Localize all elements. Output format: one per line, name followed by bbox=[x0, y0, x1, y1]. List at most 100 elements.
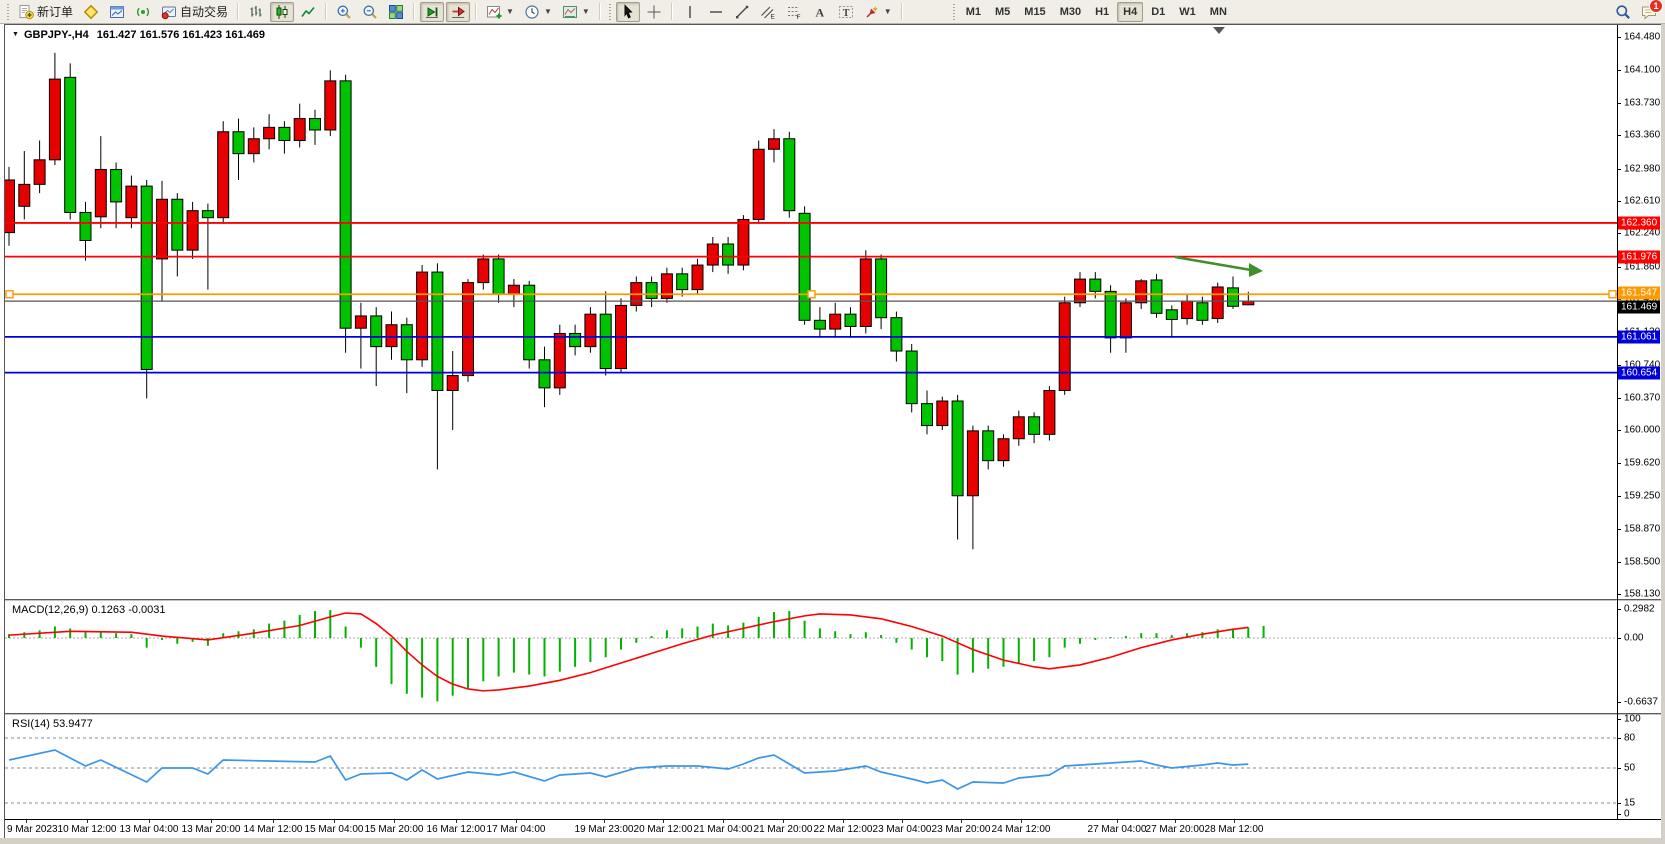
chart-shift-button[interactable] bbox=[446, 1, 471, 22]
hline-price-badge: 161.976 bbox=[1618, 250, 1661, 264]
horizontal-line-button[interactable] bbox=[704, 2, 728, 22]
zoom-in-button[interactable] bbox=[332, 2, 356, 22]
toolbar-right-group: 1 bbox=[1610, 0, 1663, 22]
crosshair-button[interactable] bbox=[642, 2, 666, 22]
candle bbox=[966, 425, 979, 550]
new-order-button[interactable]: 新订单 bbox=[14, 2, 77, 22]
candle bbox=[110, 162, 123, 229]
trendline-button[interactable] bbox=[730, 2, 754, 22]
one-click-trading-arrow-icon[interactable]: ▼ bbox=[12, 31, 19, 38]
templates-button[interactable]: ▼ bbox=[558, 2, 594, 22]
autotrading-button[interactable]: 自动交易 bbox=[157, 2, 232, 22]
new-chart-button[interactable] bbox=[105, 2, 129, 22]
main-chart-canvas[interactable] bbox=[5, 25, 1617, 599]
bar-chart-button[interactable] bbox=[244, 2, 268, 22]
tile-windows-button[interactable] bbox=[384, 2, 408, 22]
candle bbox=[844, 307, 857, 338]
candle bbox=[232, 118, 245, 180]
time-axis-label: 17 Mar 04:00 bbox=[486, 824, 546, 835]
tf-mn-button[interactable]: MN bbox=[1204, 2, 1233, 22]
candle bbox=[492, 254, 505, 303]
tf-w1-button[interactable]: W1 bbox=[1173, 2, 1202, 22]
rsi-canvas[interactable] bbox=[5, 715, 1617, 819]
toolbar-separator bbox=[598, 3, 601, 20]
vertical-line-button[interactable] bbox=[678, 2, 702, 22]
time-tick bbox=[961, 820, 962, 823]
equidistant-channel-button[interactable]: E bbox=[756, 2, 780, 22]
notifications-button[interactable]: 1 bbox=[1637, 0, 1663, 22]
templates-dropdown-icon[interactable]: ▼ bbox=[581, 7, 590, 16]
candles-icon bbox=[274, 4, 290, 20]
indicators-dropdown-icon[interactable]: ▼ bbox=[506, 7, 514, 16]
tf-d1-button[interactable]: D1 bbox=[1145, 2, 1171, 22]
time-axis-label: 10 Mar 12:00 bbox=[57, 824, 117, 835]
line-chart-button[interactable] bbox=[296, 2, 320, 22]
tf-h4-button[interactable]: H4 bbox=[1117, 1, 1144, 22]
channel-icon: E bbox=[760, 4, 776, 20]
periods-dropdown-icon[interactable]: ▼ bbox=[543, 7, 552, 16]
panel-splitter[interactable] bbox=[5, 713, 1662, 715]
current-price-badge: 161.469 bbox=[1618, 300, 1661, 314]
candle bbox=[1028, 412, 1041, 444]
chart-window[interactable]: 9 Mar 2023 10 Mar 12:00 13 Mar 04:00 13 Mar… bbox=[4, 24, 1662, 839]
window-edge bbox=[1661, 24, 1665, 838]
macd-canvas[interactable] bbox=[5, 601, 1617, 713]
arrows-button[interactable]: ▼ bbox=[860, 2, 896, 22]
trend-arrow[interactable] bbox=[1174, 255, 1263, 277]
time-axis-label: 21 Mar 20:00 bbox=[753, 824, 813, 835]
hline-handle[interactable] bbox=[807, 290, 816, 299]
candle bbox=[569, 324, 582, 356]
fibonacci-button[interactable]: F bbox=[782, 2, 806, 22]
toolbar-grip[interactable] bbox=[7, 3, 9, 20]
time-tick bbox=[1234, 820, 1235, 823]
toolbar-grip[interactable] bbox=[608, 3, 611, 20]
panel-splitter[interactable] bbox=[5, 599, 1662, 601]
candle bbox=[48, 52, 61, 166]
price-axis-label: 159.250 bbox=[1624, 490, 1661, 502]
candle bbox=[829, 302, 842, 338]
hline-handle[interactable] bbox=[5, 290, 14, 299]
signals-button[interactable] bbox=[131, 2, 155, 22]
time-axis[interactable]: 9 Mar 2023 10 Mar 12:00 13 Mar 04:00 13 Mar… bbox=[5, 819, 1662, 839]
chart-shift-icon bbox=[450, 4, 466, 20]
text-button[interactable]: A bbox=[808, 2, 832, 22]
clock-icon bbox=[524, 4, 540, 20]
market-watch-button[interactable] bbox=[79, 2, 103, 22]
time-tick bbox=[87, 820, 88, 823]
arrows-dropdown-icon[interactable]: ▼ bbox=[883, 7, 892, 16]
search-icon bbox=[1615, 4, 1631, 20]
tf-m30-button[interactable]: M30 bbox=[1054, 2, 1087, 22]
candle bbox=[768, 129, 780, 163]
tf-m5-button[interactable]: M5 bbox=[989, 2, 1016, 22]
text-label-icon: T bbox=[838, 4, 854, 20]
indicators-button[interactable]: ▼ bbox=[482, 2, 518, 22]
time-tick bbox=[663, 820, 664, 823]
tile-windows-icon bbox=[388, 4, 404, 20]
candle bbox=[783, 131, 796, 218]
hline-price-badge: 161.547 bbox=[1618, 286, 1661, 300]
candle bbox=[140, 179, 153, 399]
hline-handle[interactable] bbox=[1608, 290, 1617, 299]
candlestick-chart-button[interactable] bbox=[270, 1, 295, 22]
tf-m1-button[interactable]: M1 bbox=[960, 2, 987, 22]
price-axis-label: 159.620 bbox=[1624, 457, 1661, 469]
chart-shift-marker-icon[interactable] bbox=[1213, 27, 1225, 34]
tf-m15-label: M15 bbox=[1024, 5, 1046, 18]
search-button[interactable] bbox=[1611, 2, 1635, 22]
toolbar-grip[interactable] bbox=[952, 3, 955, 20]
text-label-button[interactable]: T bbox=[834, 2, 858, 22]
tf-h1-button[interactable]: H1 bbox=[1089, 2, 1115, 22]
price-hline[interactable] bbox=[5, 290, 1617, 299]
cursor-button[interactable] bbox=[615, 1, 640, 22]
auto-scroll-button[interactable] bbox=[420, 1, 445, 22]
toolbar-separator bbox=[670, 3, 673, 20]
candle bbox=[370, 307, 383, 387]
tf-w1-label: W1 bbox=[1179, 5, 1196, 18]
time-tick bbox=[902, 820, 903, 823]
periods-button[interactable]: ▼ bbox=[520, 2, 556, 22]
zoom-out-button[interactable] bbox=[358, 2, 382, 22]
time-tick bbox=[1175, 820, 1176, 823]
tf-m15-button[interactable]: M15 bbox=[1018, 2, 1051, 22]
candle bbox=[921, 390, 933, 435]
price-axis-label: 164.100 bbox=[1624, 64, 1661, 76]
